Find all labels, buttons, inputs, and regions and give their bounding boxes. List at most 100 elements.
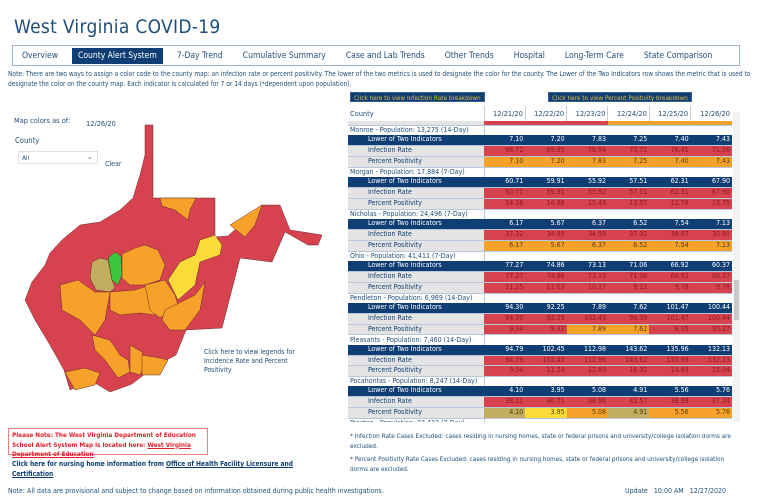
cell-value: 5.08	[566, 407, 608, 419]
map-date: 12/26/20	[86, 119, 116, 128]
row-label: Lower of Two Indicators	[348, 386, 484, 398]
row-label: Percent Positivity	[348, 240, 484, 252]
infection-rate-breakdown-button[interactable]: Click here to view Infection Rate breakd…	[350, 92, 485, 102]
color-note: Note: There are two ways to assign a col…	[8, 70, 751, 88]
cell-value: 66.92	[649, 271, 691, 283]
cell-value: 3.95	[525, 407, 567, 419]
row-ir: Infection Rate 38.11 40.71 38.98 41.57 38.98 3…	[348, 396, 732, 409]
cell-value: 7.62	[607, 324, 650, 336]
cell-value: 9.54	[484, 365, 526, 378]
column-header-date[interactable]: 12/21/20	[483, 106, 526, 121]
cell-value: 92.25	[525, 313, 567, 325]
clear-button[interactable]: Clear	[105, 160, 122, 168]
cell-value: 101.47	[649, 313, 691, 325]
column-header-date[interactable]: 12/23/20	[566, 106, 608, 121]
row-label: Percent Positivity	[348, 282, 484, 294]
county-name: Monroe - Population: 13,275 (14-Day)	[348, 125, 484, 136]
nursing-link[interactable]: Office of Health Facility Licensure and …	[12, 460, 293, 478]
cell-value: 67.90	[690, 187, 732, 200]
column-header-date[interactable]: 12/25/20	[648, 106, 691, 121]
county-group-row[interactable]: Morgan - Population: 17,884 (7-Day)	[348, 167, 732, 178]
scrollbar-thumb[interactable]	[734, 280, 739, 320]
cell-value: 40.71	[525, 396, 567, 409]
county-group-row[interactable]: Monroe - Population: 13,275 (14-Day)	[348, 125, 732, 136]
cell-value: 5.67	[525, 240, 567, 252]
map-county-orange	[59, 279, 111, 336]
row-low: Lower of Two Indicators 60.71 59.91 55.92 57…	[348, 177, 732, 189]
cell-value: 94.79	[484, 344, 526, 356]
cell-value: 34.99	[525, 229, 567, 241]
row-label: Lower of Two Indicators	[348, 177, 484, 189]
row-label: Lower of Two Indicators	[348, 219, 484, 230]
cell-value: 7.25	[607, 156, 650, 168]
row-ir: Infection Rate 37.32 34.99 34.99 37.32 39.07 3…	[348, 229, 732, 241]
cell-value: 8.05	[649, 324, 691, 336]
legend-link[interactable]: Click here to view legends for Incidence…	[204, 348, 295, 374]
tab-long-term-care[interactable]: Long-Term Care	[564, 50, 624, 61]
nav-bar: Overview County Alert System 7-Day Trend Cu…	[12, 45, 740, 66]
cell-value: 94.79	[484, 355, 526, 367]
cell-value: 14.16	[484, 198, 526, 210]
tab-state-comparison[interactable]: State Comparison	[643, 50, 713, 61]
county-map[interactable]	[0, 100, 340, 400]
county-group-row[interactable]: Pleasants - Population: 7,460 (14-Day)	[348, 334, 732, 345]
percent-positivity-breakdown-button[interactable]: Click here to view Percent Positivity br…	[548, 92, 692, 102]
tab-7-day-trend[interactable]: 7-Day Trend	[176, 50, 223, 61]
column-header-date[interactable]: 12/24/20	[607, 106, 650, 121]
county-alert-table: County 12/21/20 12/22/20 12/23/20 12/24/20 12…	[348, 106, 732, 422]
county-select[interactable]: All ⌄	[18, 151, 98, 164]
cell-value: 4.91	[607, 386, 650, 398]
cell-value: 67.90	[690, 177, 732, 189]
chevron-down-icon: ⌄	[86, 152, 93, 161]
county-group-row[interactable]: Pocahontas - Population: 8,247 (14-Day)	[348, 376, 732, 387]
column-header-date[interactable]: 12/26/20	[690, 106, 732, 121]
row-ir: Infection Rate 94.30 92.25 102.49 98.39 101.4…	[348, 313, 732, 325]
tab-overview[interactable]: Overview	[22, 50, 59, 61]
cell-value: 37.32	[607, 229, 650, 241]
cell-value: 11.03	[525, 282, 567, 294]
cell-value: 7.62	[607, 303, 650, 314]
education-note-text: Please Note: The West Virginia Departmen…	[12, 431, 196, 449]
nursing-note-text: Click here for nursing home information …	[12, 460, 166, 468]
cell-value: 74.86	[525, 271, 567, 283]
cell-value: 6.37	[566, 219, 608, 230]
column-header-county[interactable]: County	[348, 106, 484, 121]
cell-value: 16.32	[607, 365, 650, 378]
county-group-row[interactable]: Ohio - Population: 41,411 (7-Day)	[348, 251, 732, 262]
updated-date: 12/27/2020	[689, 487, 726, 495]
county-group-row[interactable]: Preston - Population: 33,432 (7-Day)	[348, 418, 732, 422]
provisional-note: Note: All data are provisional and subje…	[8, 487, 384, 495]
cell-value: 60.71	[484, 187, 526, 200]
cell-value: 11.25	[484, 282, 526, 294]
county-name: Ohio - Population: 41,411 (7-Day)	[348, 251, 484, 262]
cell-value: 7.40	[649, 135, 691, 147]
column-header-date[interactable]: 12/22/20	[524, 106, 567, 121]
cell-value: 7.83	[566, 156, 608, 168]
cell-value: 60.37	[690, 261, 732, 273]
row-pp: Percent Positivity 9.54 11.24 12.83 16.32 14.…	[348, 365, 732, 378]
cell-value: 7.43	[690, 135, 732, 147]
row-label: Percent Positivity	[348, 198, 484, 210]
tab-cumulative-summary[interactable]: Cumulative Summary	[242, 50, 326, 61]
cell-value: 6.17	[484, 240, 526, 252]
tab-other-trends[interactable]: Other Trends	[444, 50, 494, 61]
cell-value: 57.51	[607, 187, 650, 200]
map-county-orange	[121, 244, 166, 286]
cell-value: 6.52	[607, 240, 650, 252]
table-scrollbar[interactable]	[733, 112, 740, 422]
county-select-value: All	[22, 154, 30, 162]
cell-value: 38.11	[484, 396, 526, 409]
county-group-row[interactable]: Pendleton - Population: 6,969 (14-Day)	[348, 293, 732, 304]
row-pp: Percent Positivity 9.34 9.43 7.89 7.62 8.05 10…	[348, 324, 732, 336]
cell-value: 3.95	[525, 386, 567, 398]
tab-case-and-lab-trends[interactable]: Case and Lab Trends	[345, 50, 425, 61]
cell-value: 9.78	[690, 282, 732, 294]
tab-hospital[interactable]: Hospital	[513, 50, 545, 61]
cell-value: 4.91	[607, 407, 650, 419]
cell-value: 132.13	[690, 344, 732, 356]
county-group-row[interactable]: Nicholas - Population: 24,496 (7-Day)	[348, 209, 732, 220]
education-link[interactable]: West Virginia Department of Education	[12, 440, 191, 459]
cell-value: 71.06	[607, 261, 650, 273]
tab-county-alert-system[interactable]: County Alert System	[72, 47, 163, 64]
row-label: Infection Rate	[348, 271, 484, 283]
